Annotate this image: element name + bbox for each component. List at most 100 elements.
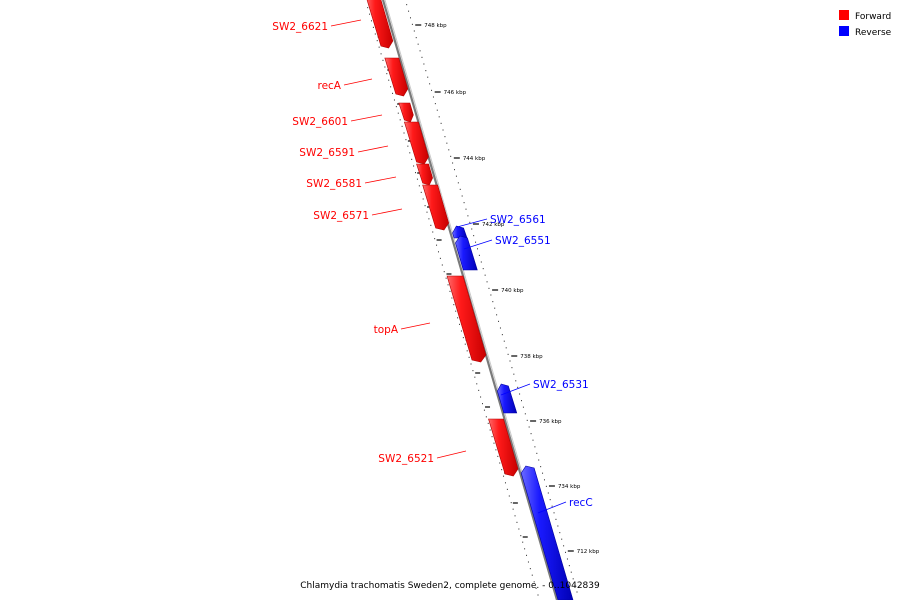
minor-tick xyxy=(425,70,427,72)
minor-tick xyxy=(497,455,499,457)
minor-tick xyxy=(445,277,447,279)
minor-tick xyxy=(532,439,534,441)
legend-swatch-reverse xyxy=(839,26,849,36)
axis-tick: 734 kbp xyxy=(548,484,581,490)
gene-recc-feature[interactable] xyxy=(520,465,574,600)
tick-label: 736 kbp xyxy=(539,419,562,425)
minor-tick xyxy=(399,119,401,121)
minor-tick xyxy=(452,162,454,164)
gene-sw2-6551-feature[interactable] xyxy=(455,235,478,271)
axis-tick: 748 kbp xyxy=(415,23,447,29)
minor-tick xyxy=(411,158,413,160)
gene-sw2-6571-feature[interactable] xyxy=(422,184,449,231)
minor-tick xyxy=(446,142,448,144)
minor-tick xyxy=(565,551,567,553)
minor-tick xyxy=(453,304,455,306)
gene-label-leader xyxy=(537,501,567,514)
gene-label-leader xyxy=(400,322,431,330)
minor-tick xyxy=(528,426,530,428)
minor-tick xyxy=(469,221,471,223)
gene-topa-feature[interactable] xyxy=(446,275,487,363)
minor-tick xyxy=(423,63,425,65)
minor-tick xyxy=(538,459,540,461)
minor-tick xyxy=(374,33,376,35)
minor-tick xyxy=(418,185,420,187)
minor-tick xyxy=(529,568,531,570)
minor-tick xyxy=(503,340,505,342)
minor-tick xyxy=(543,479,545,481)
minor-tick xyxy=(466,350,468,352)
minor-tick xyxy=(526,419,528,421)
minor-tick xyxy=(432,231,434,233)
minor-tick xyxy=(463,202,465,204)
minor-tick xyxy=(535,587,537,589)
minor-tick xyxy=(566,558,568,560)
axis-tick: 740 kbp xyxy=(492,288,524,294)
tick-label: 734 kbp xyxy=(558,484,581,490)
gene-reca-feature[interactable] xyxy=(384,57,409,97)
minor-tick xyxy=(459,323,461,325)
minor-tick xyxy=(413,30,415,32)
gene-sw2-6621-feature[interactable] xyxy=(365,0,394,49)
minor-tick xyxy=(483,409,485,411)
minor-tick xyxy=(480,396,482,398)
gene-sw2-6591-feature[interactable] xyxy=(403,121,429,165)
gene-sw2-6521-feature[interactable] xyxy=(488,418,519,477)
minor-tick xyxy=(388,79,390,81)
minor-tick xyxy=(524,548,526,550)
minor-tick xyxy=(510,502,512,504)
gene-label-sw2-6601: SW2_6601 xyxy=(292,116,348,128)
gene-label-reca: recA xyxy=(317,80,341,92)
minor-tick xyxy=(508,495,510,497)
gene-label-sw2-6531: SW2_6531 xyxy=(533,379,589,391)
minor-tick xyxy=(501,469,503,471)
minor-tick xyxy=(494,307,496,309)
minor-tick xyxy=(443,271,445,273)
minor-tick xyxy=(542,472,544,474)
minor-tick xyxy=(465,208,467,210)
gene-labels: SW2_6621 recA SW2_6601 SW2_6591 SW2_6581 SW2_… xyxy=(272,19,593,514)
minor-tick xyxy=(448,149,450,151)
minor-tick xyxy=(531,574,533,576)
minor-tick xyxy=(509,360,511,362)
minor-tick xyxy=(393,99,395,101)
gene-label-recc: recC xyxy=(569,497,593,509)
minor-tick xyxy=(378,46,380,48)
minor-tick xyxy=(507,353,509,355)
minor-tick xyxy=(460,330,462,332)
legend-label-forward: Forward xyxy=(855,12,891,22)
minor-tick xyxy=(478,389,480,391)
axis-tick: 736 kbp xyxy=(530,419,562,425)
minor-tick xyxy=(430,224,432,226)
minor-tick xyxy=(436,109,438,111)
minor-tick xyxy=(447,284,449,286)
minor-tick xyxy=(386,73,388,75)
minor-tick xyxy=(408,10,410,12)
minor-tick xyxy=(449,290,451,292)
minor-tick xyxy=(440,122,442,124)
minor-tick xyxy=(534,446,536,448)
gene-sw2-6581-feature[interactable] xyxy=(416,163,433,186)
minor-tick xyxy=(434,103,436,105)
gene-label-leader xyxy=(436,450,467,459)
minor-tick xyxy=(471,228,473,230)
minor-tick xyxy=(473,235,475,237)
minor-tick xyxy=(474,376,476,378)
minor-tick xyxy=(454,169,456,171)
minor-tick xyxy=(480,261,482,263)
tick-label: 738 kbp xyxy=(520,354,543,360)
minor-tick xyxy=(470,363,472,365)
minor-tick xyxy=(501,334,503,336)
minor-tick xyxy=(503,475,505,477)
tick-label: 748 kbp xyxy=(424,23,447,29)
minor-tick xyxy=(514,515,516,517)
minor-tick xyxy=(496,314,498,316)
minor-tick xyxy=(574,584,576,586)
gene-sw2-6531-feature[interactable] xyxy=(497,383,518,414)
minor-tick xyxy=(513,373,515,375)
minor-tick xyxy=(438,116,440,118)
minor-tick xyxy=(524,413,526,415)
gene-sw2-6601-feature[interactable] xyxy=(398,102,414,123)
gene-label-leader xyxy=(357,145,389,153)
minor-tick xyxy=(437,251,439,253)
